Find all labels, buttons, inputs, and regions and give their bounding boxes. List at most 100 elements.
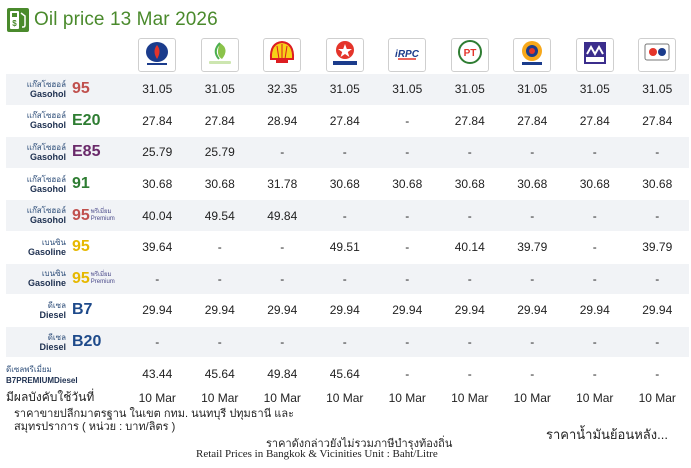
fuel-label: แก๊สโซฮอล์ Gasohol E85 <box>6 142 101 162</box>
fuel-label-cell: ดีเซล Diesel B20 <box>6 326 126 359</box>
price-cell: 29.94 <box>126 295 189 327</box>
price-cell: 49.84 <box>251 200 314 232</box>
price-cell: 25.79 <box>126 137 189 169</box>
fuel-name: ดีเซล Diesel <box>6 333 66 352</box>
fuel-code: B20 <box>72 333 102 351</box>
price-cell: - <box>251 326 314 359</box>
effective-date-cell: 10 Mar <box>188 390 251 407</box>
fuel-code: 91 <box>72 175 90 193</box>
price-cell: - <box>563 326 626 359</box>
brand-logo <box>638 37 677 72</box>
fuel-name-english: B7PREMIUMDiesel <box>6 375 78 385</box>
shell-logo-icon <box>267 39 297 70</box>
price-cell: - <box>626 200 689 232</box>
price-cell: 28.94 <box>251 106 314 138</box>
price-cell: 27.84 <box>501 106 564 138</box>
price-cell: - <box>126 326 189 359</box>
fuel-name: เบนซิน Gasoline <box>6 269 66 288</box>
price-cell: 31.05 <box>563 74 626 106</box>
brand-logo <box>575 37 614 72</box>
price-history-link[interactable]: ราคาน้ำมันย้อนหลัง... <box>546 427 668 442</box>
price-cell: - <box>501 326 564 359</box>
fuel-label: เบนซิน Gasoline 95 <box>6 238 90 257</box>
fuel-name-english: Diesel <box>39 309 66 320</box>
fuel-label-cell: เบนซิน Gasoline 95 <box>6 232 126 264</box>
fuel-name-thai: ดีเซลพรีเมี่ยม <box>6 364 52 374</box>
fuel-name-thai: ดีเซล <box>47 332 66 342</box>
fuel-pump-icon: $ <box>7 8 29 32</box>
price-cell: - <box>501 200 564 232</box>
brand-logo: PT <box>450 37 489 72</box>
price-cell: - <box>626 326 689 359</box>
price-cell: - <box>251 263 314 296</box>
pt-logo-icon: PT <box>455 39 485 70</box>
brand-logo <box>200 37 239 72</box>
svg-text:PT: PT <box>463 48 476 59</box>
price-table: iRPC PT แก๊สโซฮอล์ Gasohol 95 31.05 31.05 32.35… <box>6 36 689 424</box>
brand-cell <box>313 36 376 74</box>
price-cell: - <box>563 232 626 264</box>
price-cell: - <box>626 263 689 296</box>
price-cell: 27.84 <box>188 106 251 138</box>
price-cell: 30.68 <box>563 169 626 201</box>
price-cell: 31.05 <box>313 74 376 106</box>
fuel-label-cell: เบนซิน Gasoline 95 พรีเมี่ยม Premium <box>6 263 126 296</box>
fuel-name: ดีเซล Diesel <box>6 301 66 320</box>
effective-date-cell: 10 Mar <box>376 390 439 407</box>
price-cell: 31.05 <box>126 74 189 106</box>
price-cell: - <box>438 200 501 232</box>
brand-logo: iRPC <box>388 37 427 72</box>
effective-date-cell: 10 Mar <box>251 390 314 407</box>
effective-date-cell: 10 Mar <box>501 390 564 407</box>
page-title: Oil price 13 Mar 2026 <box>34 9 218 30</box>
price-cell: 40.14 <box>438 232 501 264</box>
fuel-label: แก๊สโซฮอล์ Gasohol 91 <box>6 175 90 194</box>
fuel-name: แก๊สโซฮอล์ Gasohol <box>6 175 66 194</box>
fuel-label-cell: แก๊สโซฮอล์ Gasohol 91 <box>6 169 126 201</box>
price-cell: 29.94 <box>188 295 251 327</box>
brand-cell <box>501 36 564 74</box>
fuel-code: 95 <box>72 206 90 224</box>
price-cell: - <box>563 358 626 390</box>
price-cell: 30.68 <box>126 169 189 201</box>
brand-cell <box>126 36 189 74</box>
price-cell: - <box>376 232 439 264</box>
fuel-name-thai: แก๊สโซฮอล์ <box>26 142 66 152</box>
fuel-name-thai: แก๊สโซฮอล์ <box>26 111 66 121</box>
price-cell: - <box>188 326 251 359</box>
price-cell: 30.68 <box>313 169 376 201</box>
fuel-code: B7 <box>72 301 93 319</box>
price-cell: 29.94 <box>501 295 564 327</box>
bangchak-logo-icon <box>205 39 235 70</box>
price-cell: 27.84 <box>563 106 626 138</box>
price-cell: 25.79 <box>188 137 251 169</box>
fuel-label-cell: แก๊สโซฮอล์ Gasohol E20 <box>6 106 126 138</box>
susco-logo-icon <box>517 39 547 70</box>
price-cell: 27.84 <box>626 106 689 138</box>
caltex-logo-icon <box>330 39 360 70</box>
fuel-code: 95 <box>72 269 90 287</box>
footer-note-tax: ราคาดังกล่าวยังไม่รวมภาษีบำรุงท้องถิ่น <box>266 438 453 450</box>
fuel-label-cell: แก๊สโซฮอล์ Gasohol E85 <box>6 137 126 169</box>
fuel-code: 95 <box>72 238 90 256</box>
price-cell: 45.64 <box>313 358 376 390</box>
price-cell: 29.94 <box>251 295 314 327</box>
price-cell: 30.68 <box>376 169 439 201</box>
price-cell: 45.64 <box>188 358 251 390</box>
price-cell: - <box>376 137 439 169</box>
price-cell: 31.05 <box>188 74 251 106</box>
svg-text:$: $ <box>12 19 17 28</box>
fuel-name-thai: ดีเซล <box>47 300 66 310</box>
fuel-name: แก๊สโซฮอล์ Gasohol <box>6 80 66 99</box>
footer: ราคาขายปลีกมาตรฐาน ในเขต กทม. นนทบุรี ปท… <box>6 406 689 466</box>
price-cell: - <box>376 263 439 296</box>
footer-note-area: ราคาขายปลีกมาตรฐาน ในเขต กทม. นนทบุรี ปท… <box>14 408 295 433</box>
price-cell: - <box>376 200 439 232</box>
fuel-label: ดีเซล Diesel B7 <box>6 301 92 320</box>
irpc-logo-icon: iRPC <box>392 39 422 70</box>
price-cell: 30.68 <box>438 169 501 201</box>
fuel-label: แก๊สโซฮอล์ Gasohol E20 <box>6 111 101 130</box>
price-cell: 30.68 <box>626 169 689 201</box>
brand-cell: iRPC <box>376 36 439 74</box>
price-cell: 31.78 <box>251 169 314 201</box>
